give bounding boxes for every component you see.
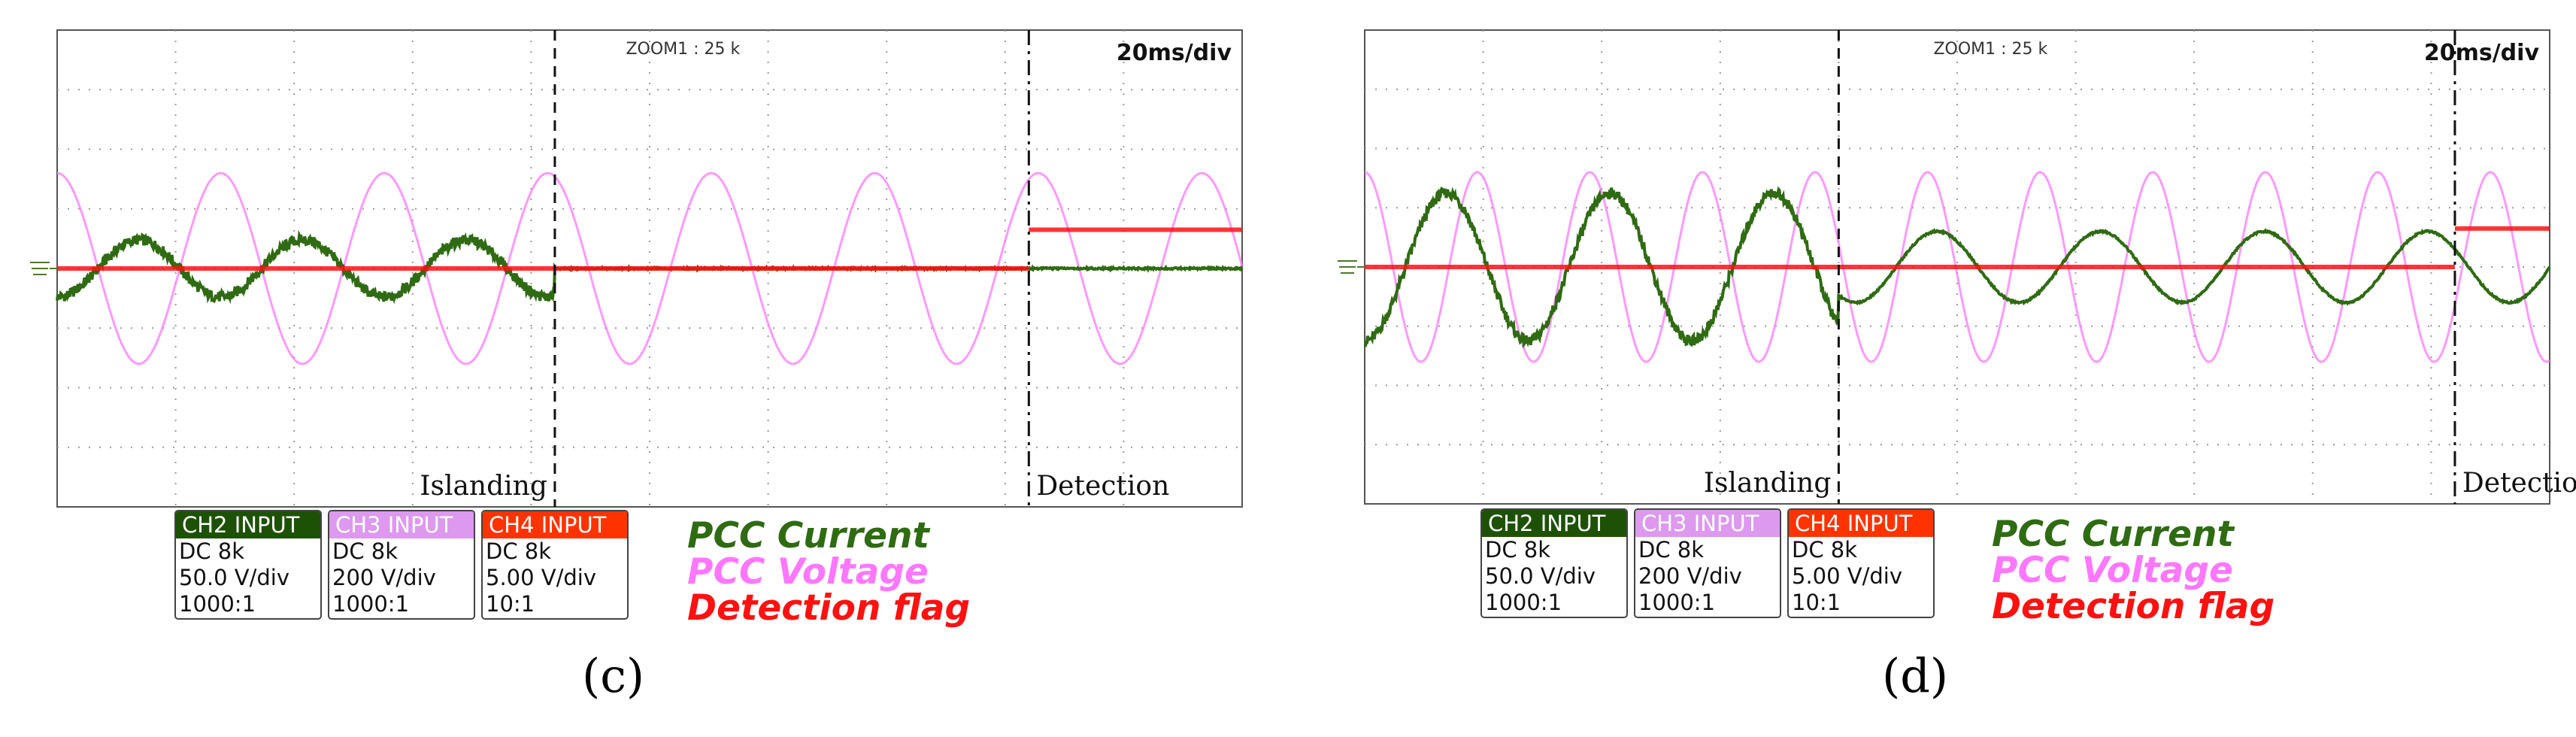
scope-c: Islanding Detection ZOOM1 : 25 k 20ms/div <box>30 29 1244 508</box>
ch2-coupling: DC 8k <box>179 538 245 564</box>
zoom-label: ZOOM1 : 25 k <box>626 40 740 59</box>
ch2-coupling: DC 8k <box>1485 537 1551 563</box>
detection-flag-trace <box>1365 226 2550 269</box>
ch3-box: CH3 INPUT DC 8k 200 V/div 1000:1 <box>1634 508 1781 618</box>
ch2-probe: 1000:1 <box>1485 590 1562 615</box>
islanding-label: Islanding <box>1704 468 1832 499</box>
ch2-probe: 1000:1 <box>179 591 256 617</box>
zoom-label: ZOOM1 : 25 k <box>1933 40 2047 59</box>
ch4-probe: 10:1 <box>1792 590 1841 615</box>
ch4-scale: 5.00 V/div <box>1792 563 1903 589</box>
ch4-box: CH4 INPUT DC 8k 5.00 V/div 10:1 <box>481 510 629 620</box>
ch4-coupling: DC 8k <box>486 538 552 564</box>
panel-label-c: (c) <box>582 648 645 703</box>
ch3-probe: 1000:1 <box>1638 590 1716 615</box>
ch2-box: CH2 INPUT DC 8k 50.0 V/div 1000:1 <box>1480 508 1628 618</box>
ch2-head: CH2 INPUT <box>1482 510 1626 537</box>
ch3-probe: 1000:1 <box>332 591 410 617</box>
pcc-voltage-trace <box>1364 171 2550 363</box>
detection-label: Detection <box>1036 471 1169 502</box>
ch3-scale: 200 V/div <box>332 565 436 590</box>
panel-c: Islanding Detection ZOOM1 : 25 k 20ms/div C… <box>30 29 1244 703</box>
ch2-scale: 50.0 V/div <box>1485 563 1596 589</box>
pcc-current-trace <box>1363 186 2551 349</box>
panel-d: Islanding Detection ZOOM1 : 25 k 20ms/div C… <box>1288 0 2576 737</box>
islanding-label: Islanding <box>420 471 547 502</box>
ch3-head: CH3 INPUT <box>329 511 474 538</box>
ground-icon <box>1338 260 1357 274</box>
ground-icon <box>30 262 50 275</box>
ch4-probe: 10:1 <box>486 591 535 617</box>
ch3-box: CH3 INPUT DC 8k 200 V/div 1000:1 <box>328 510 475 620</box>
ch4-head: CH4 INPUT <box>483 511 627 538</box>
ch4-coupling: DC 8k <box>1792 537 1858 563</box>
legend-current: PCC Current <box>687 515 929 557</box>
legend-voltage: PCC Voltage <box>1992 550 2233 591</box>
timebase-label: 20ms/div <box>2424 40 2540 66</box>
pcc-voltage-trace <box>56 171 1244 365</box>
ch2-scale: 50.0 V/div <box>179 565 290 590</box>
legend-current: PCC Current <box>1992 514 2234 555</box>
panel-label-d: (d) <box>1882 648 1949 703</box>
timebase-label: 20ms/div <box>1117 40 1232 66</box>
ch4-head: CH4 INPUT <box>1789 510 1933 537</box>
ch3-coupling: DC 8k <box>332 538 399 564</box>
ch4-box: CH4 INPUT DC 8k 5.00 V/div 10:1 <box>1787 508 1935 618</box>
ch2-box: CH2 INPUT DC 8k 50.0 V/div 1000:1 <box>174 510 322 620</box>
ch3-head: CH3 INPUT <box>1635 510 1780 537</box>
legend-flag: Detection flag <box>687 587 971 629</box>
ch3-scale: 200 V/div <box>1638 563 1742 589</box>
ch2-head: CH2 INPUT <box>176 511 320 538</box>
scope-d: Islanding Detection ZOOM1 : 25 k 20ms/div <box>1338 29 2576 505</box>
detection-flag-trace <box>57 227 1242 271</box>
ch4-scale: 5.00 V/div <box>486 565 597 590</box>
legend-voltage: PCC Voltage <box>687 551 929 593</box>
ch3-coupling: DC 8k <box>1638 537 1705 563</box>
legend-flag: Detection flag <box>1992 586 2275 627</box>
detection-label: Detection <box>2462 468 2576 499</box>
